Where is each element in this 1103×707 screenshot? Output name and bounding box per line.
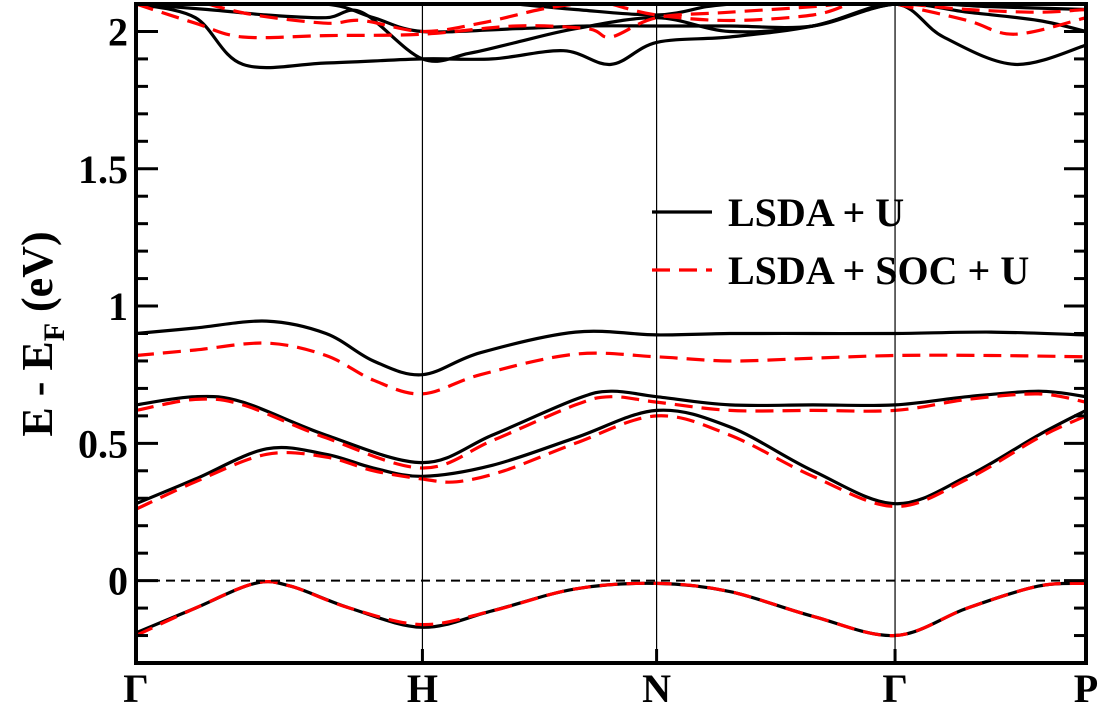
- series-lsda-soc-u: [136, 4, 1086, 638]
- band-line: [136, 341, 1086, 396]
- y-axis-label-sub: F: [38, 323, 71, 341]
- band-line: [136, 4, 1086, 34]
- kpoint-lines: [421, 4, 896, 663]
- band-line: [907, 4, 1086, 14]
- band-line: [136, 389, 1086, 465]
- y-tick-label: 0.5: [78, 421, 128, 466]
- y-axis-label-unit: (eV): [13, 231, 62, 323]
- x-tick-label: N: [642, 666, 671, 707]
- band-line: [136, 319, 1086, 377]
- y-axis: 0 0.5 1 1.5 2: [78, 9, 1086, 638]
- y-axis-label: E - EF (eV): [13, 231, 71, 436]
- x-tick-label: P: [1074, 666, 1098, 707]
- band-line: [136, 392, 1086, 470]
- plot-frame: [134, 2, 1088, 665]
- y-tick-label: 1.5: [78, 147, 128, 192]
- band-line: [136, 4, 837, 40]
- y-axis-label-main: E - E: [13, 341, 62, 436]
- x-tick-label: H: [407, 666, 438, 707]
- y-tick-label: 2: [108, 9, 128, 54]
- band-line: [136, 408, 1086, 506]
- band-line: [136, 579, 1086, 638]
- series-lsda-u: [136, 4, 1086, 638]
- y-tick-label: 0: [108, 559, 128, 604]
- bands-layer: [136, 4, 1086, 638]
- band-line: [610, 4, 850, 23]
- band-line: [895, 4, 1086, 36]
- band-line: [136, 579, 1086, 638]
- x-tick-label: Γ: [123, 666, 148, 707]
- y-tick-label: 1: [108, 284, 128, 329]
- band-line: [206, 4, 576, 34]
- legend-label: LSDA + SOC + U: [728, 248, 1029, 293]
- x-tick-label: Γ: [882, 666, 907, 707]
- band-line: [136, 414, 1086, 511]
- legend: LSDA + U LSDA + SOC + U: [652, 190, 1029, 293]
- legend-label: LSDA + U: [728, 190, 904, 235]
